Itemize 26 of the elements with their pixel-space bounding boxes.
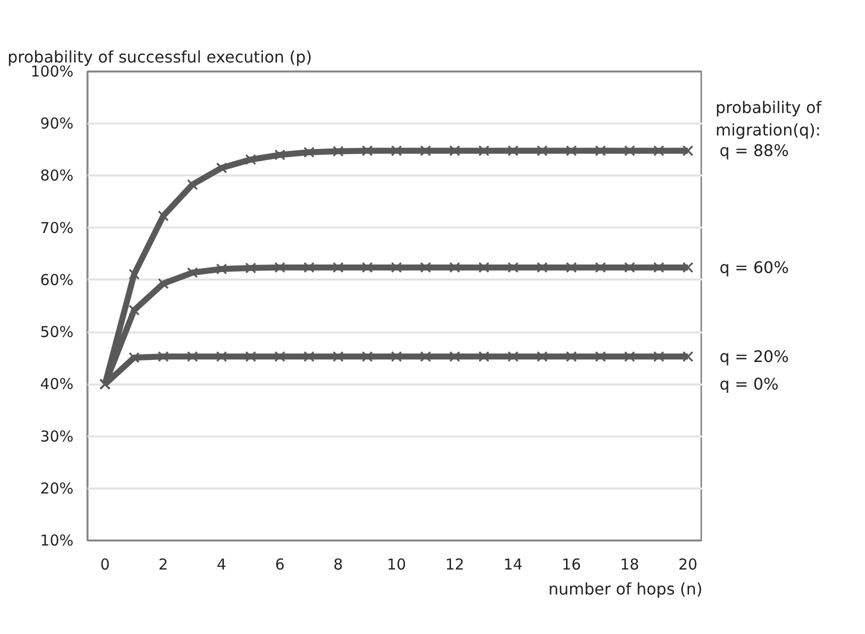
y-tick-label: 80% [40, 166, 74, 185]
x-tick-label: 20 [678, 556, 698, 574]
x-tick-label: 2 [158, 556, 168, 574]
series-label: q = 88% [720, 141, 789, 160]
series-label: q = 20% [720, 347, 789, 366]
x-tick-label: 16 [562, 556, 581, 574]
x-axis-title: number of hops (n) [548, 580, 702, 598]
x-tick-label: 12 [445, 556, 464, 574]
series-label: q = 60% [720, 258, 789, 277]
x-tick-label: 0 [100, 556, 110, 574]
x-tick-label: 8 [333, 556, 343, 574]
x-tick-label: 10 [386, 556, 406, 574]
y-tick-label: 90% [40, 114, 74, 133]
y-tick-label: 20% [40, 479, 74, 498]
y-tick-label: 30% [40, 427, 74, 446]
y-tick-label: 50% [40, 323, 74, 342]
x-tick-label: 14 [504, 556, 523, 574]
x-tick-label: 18 [620, 556, 640, 574]
legend-title: probability of migration(q): [716, 98, 822, 140]
y-tick-label: 10% [40, 532, 74, 550]
x-tick-label: 4 [216, 556, 226, 574]
x-tick-label: 6 [275, 556, 285, 574]
text: q = 0% [720, 374, 779, 394]
y-tick-label: 60% [40, 270, 74, 289]
y-tick-label: 70% [40, 218, 74, 237]
y-tick-label: 40% [40, 375, 74, 394]
